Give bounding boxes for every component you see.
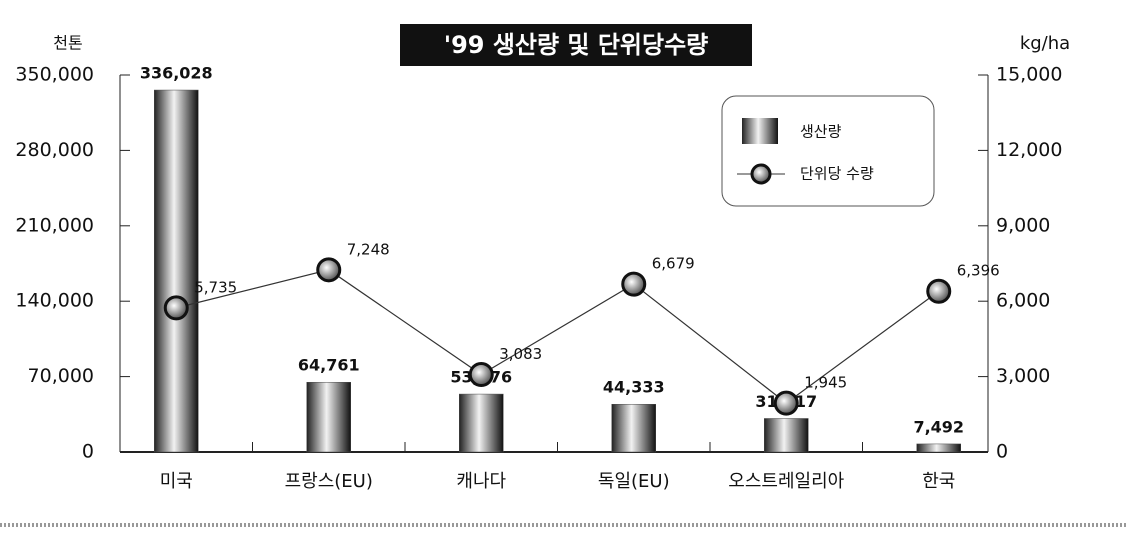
legend-box (721, 95, 935, 207)
line (176, 269, 940, 404)
y2-tick-label: 0 (996, 441, 1008, 463)
y-tick-label: 70,000 (28, 365, 94, 387)
x-tick-label: 프랑스(EU) (285, 471, 373, 492)
bar (916, 443, 961, 453)
line-marker (163, 295, 189, 321)
bar (764, 418, 809, 453)
y-tick-label: 210,000 (15, 214, 94, 236)
x-tick-label: 오스트레일리아 (728, 471, 844, 492)
legend-label: 단위당 수량 (800, 165, 874, 183)
line-marker (621, 271, 647, 297)
x-tick-label: 한국 (922, 471, 955, 492)
line-value-label: 7,248 (347, 240, 390, 258)
x-tick-label: 미국 (160, 471, 193, 492)
y2-tick-label: 12,000 (996, 139, 1062, 161)
y2-axis-label: kg/ha (1020, 33, 1070, 54)
bar (611, 403, 656, 453)
y-tick-label: 350,000 (15, 64, 94, 86)
legend-swatch-marker (750, 163, 772, 185)
legend-swatch (742, 118, 778, 144)
y-tick-label: 0 (82, 441, 94, 463)
bar-value-label: 64,761 (298, 356, 360, 375)
bar-value-label: 7,492 (913, 417, 964, 436)
bar (154, 89, 199, 453)
bar (306, 381, 351, 453)
legend-label: 생산량 (800, 123, 842, 141)
y2-tick-label: 15,000 (996, 64, 1062, 86)
y-axis-label: 천톤 (53, 34, 82, 53)
x-tick-label: 독일(EU) (598, 471, 670, 492)
bar (459, 393, 504, 453)
line-value-label: 5,735 (194, 278, 237, 296)
y2-tick-label: 3,000 (996, 365, 1050, 387)
y2-tick-label: 6,000 (996, 290, 1050, 312)
chart-title: '99 생산량 및 단위당수량 (444, 31, 709, 59)
line-value-label: 3,083 (499, 345, 542, 363)
line-value-label: 1,945 (804, 374, 847, 392)
line-value-label: 6,679 (652, 255, 695, 273)
y2-tick-label: 9,000 (996, 214, 1050, 236)
x-tick-label: 캐나다 (456, 471, 506, 492)
line-marker (773, 390, 799, 416)
line-marker (926, 278, 952, 304)
bar-value-label: 336,028 (140, 64, 213, 83)
title-box (400, 24, 752, 66)
bar-value-label: 44,333 (603, 378, 665, 397)
y-tick-label: 140,000 (15, 290, 94, 312)
y-tick-label: 280,000 (15, 139, 94, 161)
line-marker (468, 362, 494, 388)
line-value-label: 6,396 (957, 262, 1000, 280)
line-marker (316, 257, 342, 283)
